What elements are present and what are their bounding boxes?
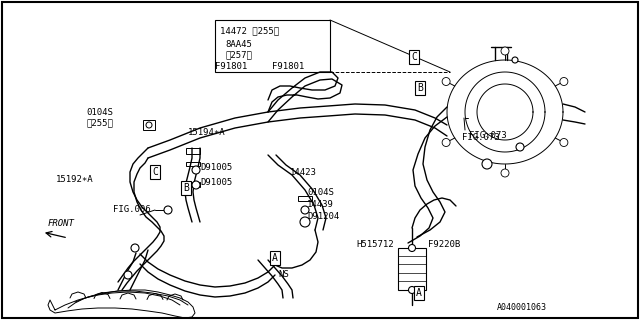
Text: FIG.073: FIG.073 xyxy=(469,131,507,140)
Circle shape xyxy=(516,143,524,151)
Text: FRONT: FRONT xyxy=(48,219,75,228)
Circle shape xyxy=(408,286,415,293)
Circle shape xyxy=(482,159,492,169)
Text: C: C xyxy=(411,52,417,62)
Circle shape xyxy=(124,271,132,279)
Bar xyxy=(186,162,200,166)
Text: F91801: F91801 xyxy=(215,62,247,71)
Text: C: C xyxy=(152,167,158,177)
Text: 0104S: 0104S xyxy=(86,108,113,117)
Circle shape xyxy=(512,57,518,63)
Text: NS: NS xyxy=(278,270,289,279)
Text: F9220B: F9220B xyxy=(428,240,460,249)
Bar xyxy=(143,120,155,130)
Text: D91005: D91005 xyxy=(200,178,232,187)
Circle shape xyxy=(501,169,509,177)
Text: 0104S: 0104S xyxy=(307,188,334,197)
Text: B: B xyxy=(417,83,423,93)
Circle shape xyxy=(560,139,568,147)
Text: 8AA45: 8AA45 xyxy=(225,40,252,49)
Circle shape xyxy=(408,244,415,252)
Circle shape xyxy=(560,77,568,85)
Bar xyxy=(186,182,200,187)
Circle shape xyxy=(501,47,509,55)
Text: FIG.073: FIG.073 xyxy=(462,133,500,142)
Circle shape xyxy=(146,122,152,128)
Text: 〈255〉: 〈255〉 xyxy=(86,118,113,127)
Circle shape xyxy=(300,217,310,227)
Text: 〈257〉: 〈257〉 xyxy=(225,50,252,59)
Bar xyxy=(398,248,426,290)
Text: 15192∗A: 15192∗A xyxy=(56,175,93,184)
Text: 15194∗A: 15194∗A xyxy=(188,128,226,137)
Bar xyxy=(186,148,200,154)
Circle shape xyxy=(301,206,309,214)
Bar xyxy=(298,196,312,201)
Text: 14423: 14423 xyxy=(290,168,317,177)
Text: A: A xyxy=(416,288,422,298)
Text: B: B xyxy=(183,183,189,193)
Text: A040001063: A040001063 xyxy=(497,303,547,312)
Circle shape xyxy=(131,244,139,252)
Text: A: A xyxy=(272,253,278,263)
Text: 14439: 14439 xyxy=(307,200,334,209)
Circle shape xyxy=(442,77,450,85)
Circle shape xyxy=(164,206,172,214)
Text: D91204: D91204 xyxy=(307,212,339,221)
Circle shape xyxy=(192,181,200,189)
Bar xyxy=(215,20,330,72)
Circle shape xyxy=(192,166,200,174)
Text: D91005: D91005 xyxy=(200,163,232,172)
Circle shape xyxy=(442,139,450,147)
Text: FIG.006: FIG.006 xyxy=(113,205,150,214)
Text: H515712: H515712 xyxy=(356,240,394,249)
Text: F91801: F91801 xyxy=(272,62,304,71)
Text: 14472 〈255〉: 14472 〈255〉 xyxy=(220,26,279,35)
